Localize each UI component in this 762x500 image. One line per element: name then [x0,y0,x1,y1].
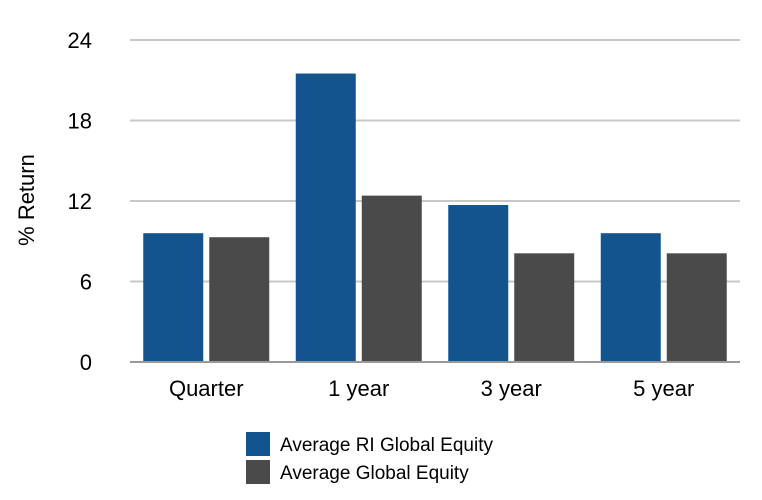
bar-ri-global-equity [143,233,204,362]
bar-global-equity [209,237,270,362]
y-tick-label: 18 [68,109,92,134]
x-tick-label: Quarter [169,376,244,401]
bar-ri-global-equity [295,73,356,363]
y-tick-labels: 0 6 12 18 24 [68,28,92,375]
bars [143,73,727,363]
x-tick-label: 1 year [328,376,389,401]
legend-label: Average RI Global Equity [280,435,493,456]
legend-swatch [246,432,270,456]
y-tick-label: 24 [68,28,92,53]
x-tick-labels: Quarter 1 year 3 year 5 year [169,376,694,401]
bar-global-equity [666,253,727,362]
bar-ri-global-equity [600,233,661,362]
bar-global-equity [361,195,422,362]
x-tick-label: 5 year [633,376,694,401]
y-tick-label: 0 [80,350,92,375]
y-tick-label: 6 [80,270,92,295]
legend-swatch [246,460,270,484]
bar-global-equity [514,253,575,362]
y-tick-label: 12 [68,189,92,214]
bar-ri-global-equity [448,205,509,362]
legend-label: Average Global Equity [280,463,469,484]
x-tick-label: 3 year [481,376,542,401]
legend: Average RI Global Equity Average Global E… [246,432,493,484]
y-axis-label: % Return [14,154,39,246]
